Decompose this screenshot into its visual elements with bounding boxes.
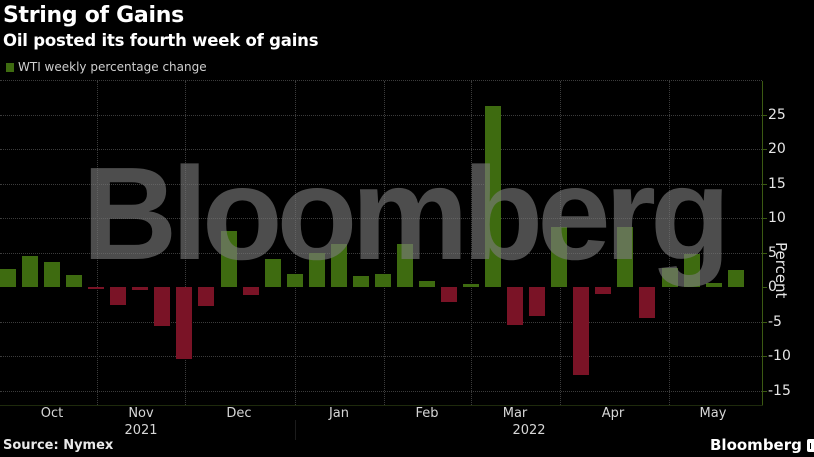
y-tick-mark (762, 391, 767, 392)
gridline-vertical (185, 81, 186, 405)
legend-label: WTI weekly percentage change (18, 60, 207, 74)
y-tick-label: -5 (768, 314, 782, 330)
bar-week-5 (88, 287, 105, 290)
x-month-label: Dec (226, 406, 252, 421)
gridline-vertical (97, 81, 98, 405)
x-month-label: May (699, 406, 727, 421)
x-month-label: Nov (128, 406, 154, 421)
bar-week-33 (705, 282, 722, 287)
y-tick-label: 10 (768, 210, 786, 226)
bloomberg-logo: Bloomberg (710, 436, 814, 454)
y-tick-mark (762, 218, 767, 219)
bar-week-2 (22, 255, 39, 287)
y-tick-label: -10 (768, 348, 791, 364)
gridline-vertical (384, 81, 385, 405)
gridline-horizontal (0, 391, 762, 392)
bar-week-31 (661, 268, 678, 287)
y-tick-label: 5 (768, 245, 777, 261)
gridline-vertical (471, 81, 472, 405)
bloomberg-chart-icon (806, 438, 814, 452)
brand-text: Bloomberg (710, 436, 802, 454)
y-axis-title: Percent (772, 242, 790, 299)
gridline-vertical (669, 81, 670, 405)
x-month-label: Jan (328, 406, 350, 421)
bar-week-14 (286, 273, 303, 287)
x-month-label: Apr (601, 406, 625, 421)
chart-title: String of Gains (3, 3, 184, 28)
bar-week-15 (308, 252, 325, 287)
x-month-label: Feb (415, 406, 439, 421)
bar-week-29 (617, 226, 634, 287)
bar-week-17 (352, 275, 369, 287)
gridline-horizontal (0, 322, 762, 323)
bar-week-20 (418, 281, 435, 287)
bar-week-19 (396, 243, 413, 287)
bar-week-9 (176, 287, 193, 359)
gridline-horizontal (0, 253, 762, 254)
x-month-label: Mar (502, 406, 528, 421)
y-tick-label: 15 (768, 176, 786, 192)
bar-week-26 (551, 226, 568, 287)
y-axis-line (762, 81, 763, 405)
y-tick-mark (762, 322, 767, 323)
bar-week-7 (132, 287, 149, 291)
y-tick-mark (762, 184, 767, 185)
y-tick-mark (762, 356, 767, 357)
bar-week-1 (0, 269, 16, 287)
gridline-horizontal (0, 356, 762, 357)
bar-week-3 (44, 262, 61, 287)
legend-swatch-icon (6, 62, 14, 72)
gridline-horizontal (0, 218, 762, 219)
x-axis-line (0, 405, 763, 406)
bar-week-16 (330, 243, 347, 287)
y-tick-label: 20 (768, 141, 786, 157)
bar-week-10 (198, 287, 215, 307)
bar-week-28 (595, 287, 612, 294)
bar-week-22 (463, 283, 480, 287)
bar-week-30 (639, 287, 656, 319)
bar-week-32 (683, 253, 700, 287)
bar-week-18 (374, 273, 391, 287)
y-tick-mark (762, 287, 767, 288)
y-tick-mark (762, 115, 767, 116)
y-tick-mark (762, 149, 767, 150)
x-year-label: 2021 (124, 423, 158, 438)
bar-week-34 (727, 269, 744, 287)
bar-week-4 (66, 274, 83, 287)
bar-week-8 (154, 287, 171, 327)
legend: WTI weekly percentage change (6, 60, 207, 74)
bar-week-27 (573, 287, 590, 376)
gridline-horizontal (0, 184, 762, 185)
gridline-horizontal (0, 115, 762, 116)
y-tick-label: 25 (768, 107, 786, 123)
bar-week-21 (441, 287, 457, 303)
source-note: Source: Nymex (3, 438, 114, 453)
chart-subtitle: Oil posted its fourth week of gains (3, 31, 319, 50)
gridline-horizontal (0, 149, 762, 150)
bar-week-23 (485, 105, 502, 287)
x-month-label: Oct (40, 406, 64, 421)
bar-week-6 (110, 287, 127, 305)
gridline-horizontal (0, 80, 762, 81)
bar-week-24 (507, 287, 524, 325)
bar-week-11 (220, 231, 237, 287)
gridline-vertical (295, 81, 296, 405)
bar-week-12 (242, 287, 259, 295)
bar-week-13 (264, 258, 281, 287)
year-divider (295, 420, 296, 440)
x-year-label: 2022 (512, 423, 546, 438)
y-tick-mark (762, 253, 767, 254)
y-tick-label: -15 (768, 383, 791, 399)
y-tick-label: 0 (768, 279, 777, 295)
bar-week-25 (529, 287, 546, 316)
